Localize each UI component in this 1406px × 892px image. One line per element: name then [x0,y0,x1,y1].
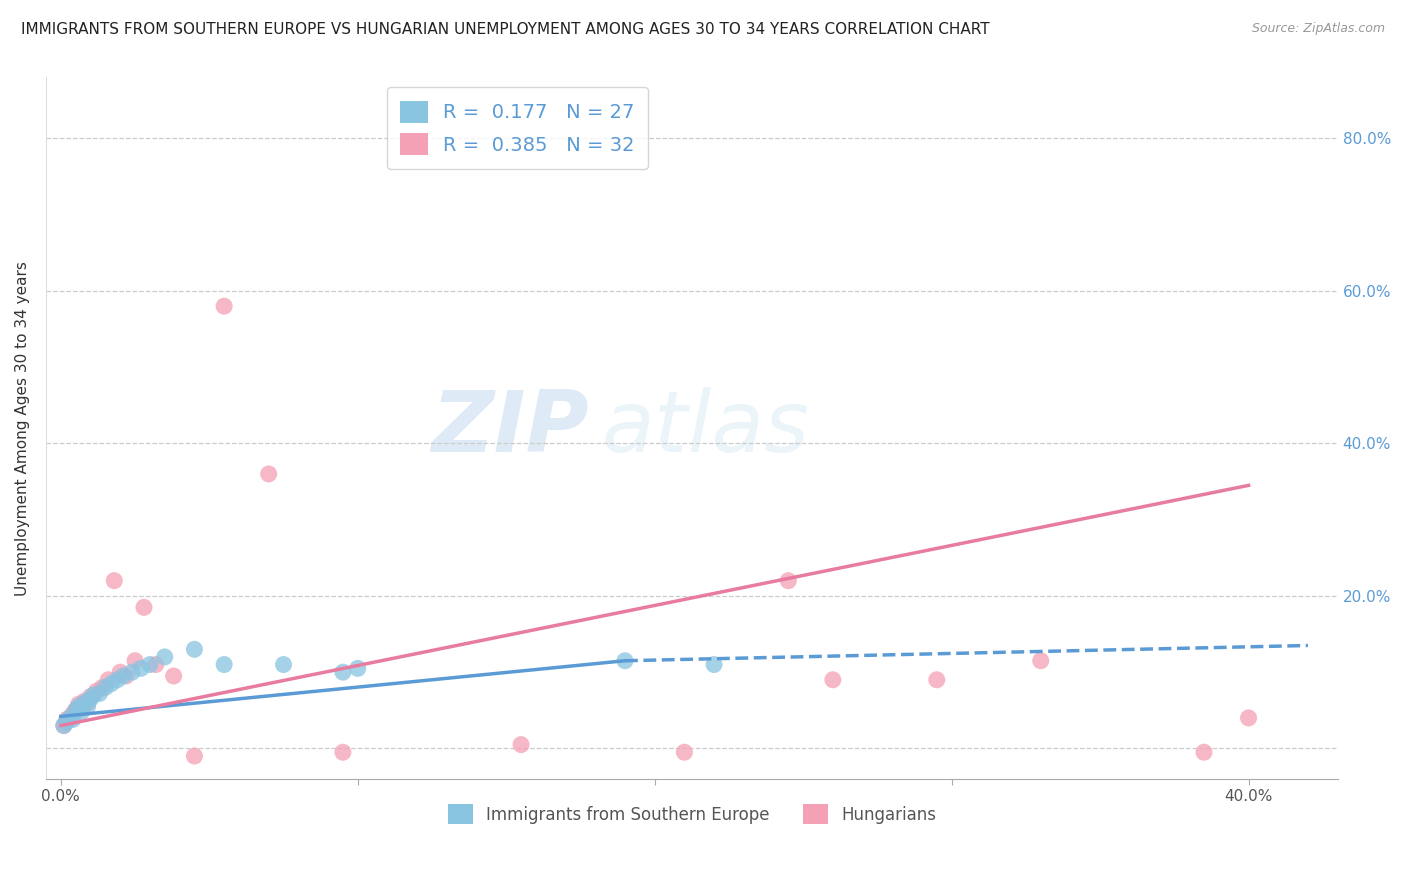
Point [703,657,725,672]
Point [52,718,75,732]
Point [153,649,176,664]
Point [79,691,101,706]
Point [76,699,98,714]
Point [145,657,167,672]
Y-axis label: Unemployment Among Ages 30 to 34 years: Unemployment Among Ages 30 to 34 years [15,260,30,596]
Point [108,665,131,680]
Point [212,657,235,672]
Point [65,703,87,717]
Point [91,681,114,695]
Point [97,673,120,687]
Point [82,688,104,702]
Point [273,657,295,672]
Point [132,600,155,615]
Point [59,711,82,725]
Point [129,661,152,675]
Text: Source: ZipAtlas.com: Source: ZipAtlas.com [1251,22,1385,36]
Point [183,642,205,657]
Point [105,673,128,687]
Point [112,669,135,683]
Point [62,713,84,727]
Point [510,738,533,752]
Point [103,574,125,588]
Point [76,696,98,710]
Point [212,299,235,313]
Point [70,705,93,719]
Point [55,713,77,727]
Point [55,714,77,729]
Point [1192,745,1215,759]
Point [821,673,844,687]
Point [59,711,82,725]
Point [67,697,90,711]
Point [70,702,93,716]
Point [778,574,800,588]
Point [1237,711,1260,725]
Point [1029,654,1052,668]
Point [67,699,90,714]
Point [94,681,117,695]
Legend: Immigrants from Southern Europe, Hungarians: Immigrants from Southern Europe, Hungari… [437,795,946,834]
Point [332,745,354,759]
Point [139,657,162,672]
Point [673,745,696,759]
Point [183,749,205,764]
Point [925,673,948,687]
Point [124,654,146,668]
Point [52,718,75,732]
Point [115,669,138,683]
Point [73,694,96,708]
Point [89,686,111,700]
Point [62,707,84,722]
Point [332,665,354,680]
Point [121,665,143,680]
Point [614,654,637,668]
Point [79,690,101,704]
Point [346,661,368,675]
Point [257,467,280,481]
Point [100,676,122,690]
Point [163,669,186,683]
Point [73,696,96,710]
Text: IMMIGRANTS FROM SOUTHERN EUROPE VS HUNGARIAN UNEMPLOYMENT AMONG AGES 30 TO 34 YE: IMMIGRANTS FROM SOUTHERN EUROPE VS HUNGA… [21,22,990,37]
Point [86,684,108,698]
Text: ZIP: ZIP [430,386,589,470]
Point [65,703,87,717]
Text: atlas: atlas [602,386,810,470]
